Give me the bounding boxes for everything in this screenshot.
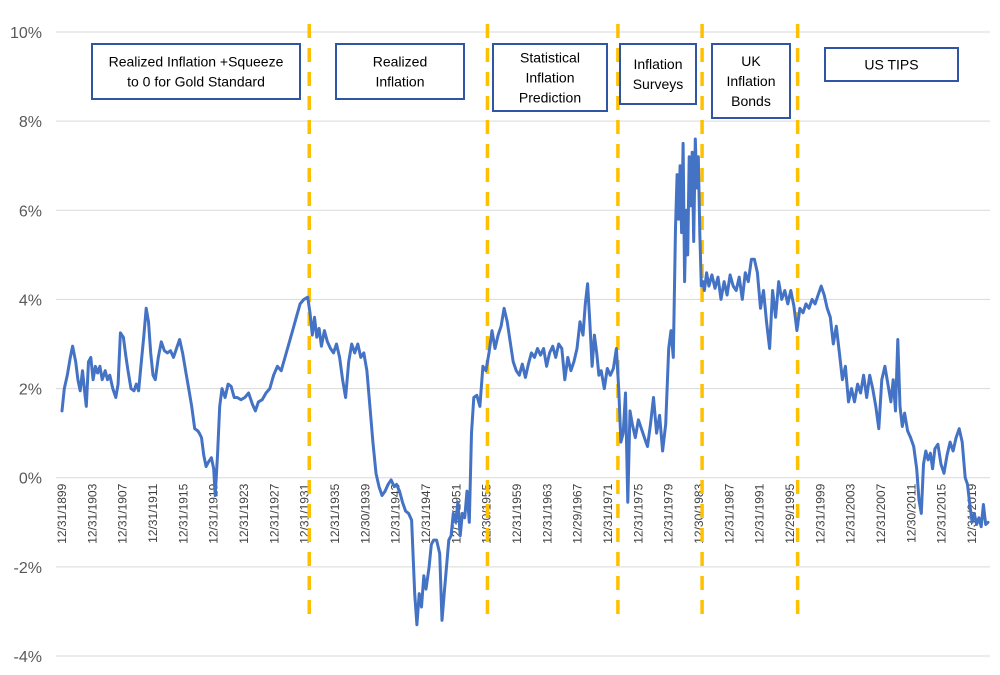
y-tick-label: 10% bbox=[10, 25, 42, 42]
x-tick-label: 12/31/1979 bbox=[662, 483, 676, 543]
era-label-text: Statistical bbox=[520, 50, 580, 66]
era-label-text: Realized Inflation +Squeeze bbox=[109, 54, 284, 70]
y-tick-label: -4% bbox=[14, 649, 42, 666]
era-annotations: Realized Inflation +Squeeze to 0 for Gold… bbox=[91, 43, 959, 119]
x-tick-label: 12/30/2011 bbox=[904, 483, 918, 542]
era-label-text: Inflation bbox=[525, 70, 574, 86]
x-tick-label: 12/31/1915 bbox=[176, 483, 190, 543]
era-label-text: Prediction bbox=[519, 90, 581, 106]
era-label-text: Surveys bbox=[633, 76, 684, 92]
era-label-box: Statistical Inflation Prediction bbox=[492, 43, 608, 112]
era-label-frame bbox=[711, 43, 791, 119]
x-tick-label: 12/30/1939 bbox=[358, 483, 372, 543]
era-label-text: Realized bbox=[373, 54, 427, 70]
era-label-box: Realized Inflation +Squeeze to 0 for Gold… bbox=[91, 43, 301, 100]
x-tick-label: 12/31/1899 bbox=[55, 483, 69, 543]
era-label-frame bbox=[335, 43, 465, 100]
era-label-box: UK Inflation Bonds bbox=[711, 43, 791, 119]
y-tick-label: 0% bbox=[19, 471, 42, 488]
series-line bbox=[60, 137, 990, 627]
era-label-frame bbox=[619, 43, 697, 105]
x-tick-label: 12/31/1911 bbox=[146, 483, 160, 542]
era-label-text: Inflation bbox=[726, 73, 775, 89]
x-tick-label: 12/31/1971 bbox=[601, 483, 615, 543]
x-tick-label: 12/30/1983 bbox=[692, 483, 706, 543]
x-tick-label: 12/31/1959 bbox=[510, 483, 524, 543]
era-dividers bbox=[307, 24, 800, 615]
x-tick-label: 12/31/1963 bbox=[540, 483, 554, 543]
x-tick-label: 12/31/1903 bbox=[85, 483, 99, 543]
x-tick-label: 12/31/1999 bbox=[813, 483, 827, 543]
era-label-text: US TIPS bbox=[864, 57, 918, 73]
era-label-text: Bonds bbox=[731, 93, 771, 109]
y-tick-label: 2% bbox=[19, 382, 42, 399]
x-tick-label: 12/31/1947 bbox=[419, 483, 433, 543]
x-tick-label: 12/31/1991 bbox=[753, 483, 767, 543]
y-tick-label: -2% bbox=[14, 560, 42, 577]
y-tick-label: 6% bbox=[19, 203, 42, 220]
x-tick-label: 12/31/2015 bbox=[935, 483, 949, 543]
era-label-text: Inflation bbox=[375, 74, 424, 90]
x-tick-label: 12/29/1967 bbox=[571, 483, 585, 543]
x-tick-label: 12/31/1919 bbox=[207, 483, 221, 543]
y-tick-label: 8% bbox=[19, 114, 42, 131]
era-label-frame bbox=[824, 47, 959, 82]
era-label-text: Inflation bbox=[633, 56, 682, 72]
era-label-box: Inflation Surveys bbox=[619, 43, 697, 105]
x-tick-label: 12/31/2003 bbox=[844, 483, 858, 543]
x-tick-label: 12/31/1927 bbox=[267, 483, 281, 543]
era-label-frame bbox=[91, 43, 301, 100]
y-tick-label: 4% bbox=[19, 292, 42, 309]
x-tick-label: 12/31/1943 bbox=[389, 483, 403, 543]
era-label-text: to 0 for Gold Standard bbox=[127, 74, 265, 90]
era-label-box: US TIPS bbox=[824, 47, 959, 82]
x-tick-label: 12/29/1995 bbox=[783, 483, 797, 543]
era-label-box: Realized Inflation bbox=[335, 43, 465, 100]
x-axis: 12/31/1899 12/31/1903 12/31/1907 12/31/1911… bbox=[55, 483, 979, 543]
x-tick-label: 12/31/1987 bbox=[722, 483, 736, 543]
x-tick-label: 12/31/1923 bbox=[237, 483, 251, 543]
era-label-text: UK bbox=[741, 53, 761, 69]
gridlines bbox=[56, 31, 990, 657]
y-axis: 10% 8% 6% 4% 2% 0% -2% -4% bbox=[10, 25, 42, 666]
x-tick-label: 12/31/1907 bbox=[116, 483, 130, 543]
x-tick-label: 12/31/1935 bbox=[328, 483, 342, 543]
x-tick-label: 12/31/1975 bbox=[631, 483, 645, 543]
x-tick-label: 12/31/2007 bbox=[874, 483, 888, 543]
era-label-frame bbox=[492, 43, 608, 112]
